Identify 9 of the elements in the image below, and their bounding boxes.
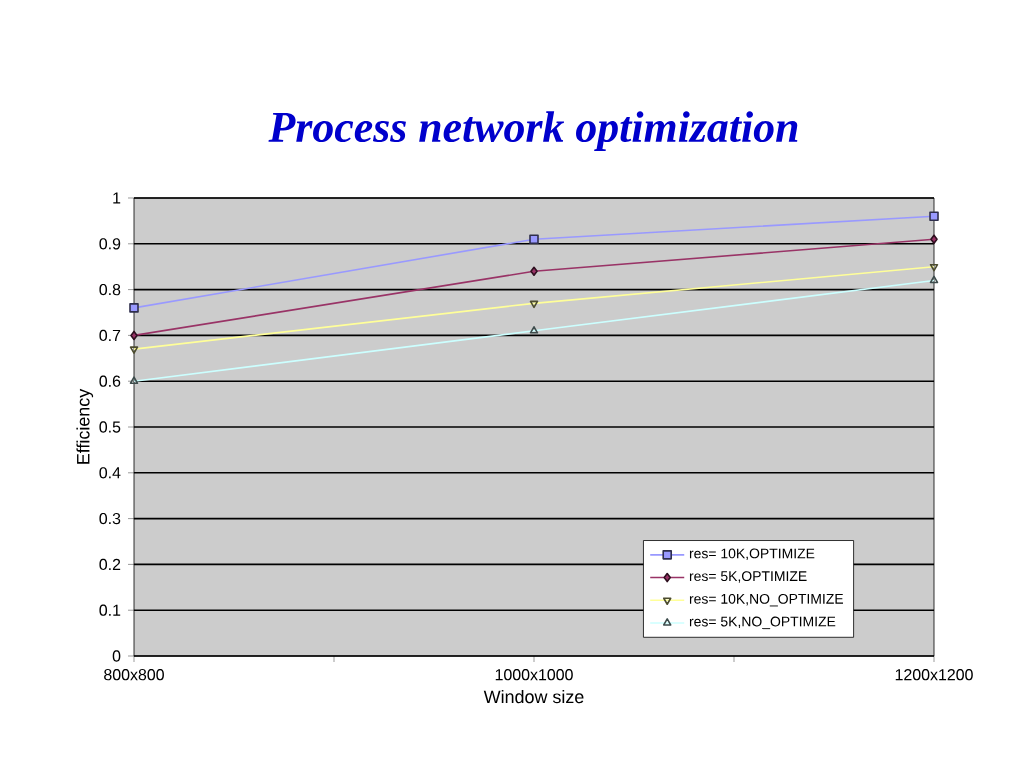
point: [929, 211, 939, 222]
y-axis-title: Efficiency: [76, 388, 94, 464]
point: [130, 330, 138, 341]
point: [529, 234, 539, 245]
point: [530, 266, 538, 277]
point: [930, 234, 938, 245]
point: [129, 303, 139, 313]
chart-title: Process network optimization: [268, 111, 798, 152]
x-axis-title: Window size: [483, 690, 584, 704]
